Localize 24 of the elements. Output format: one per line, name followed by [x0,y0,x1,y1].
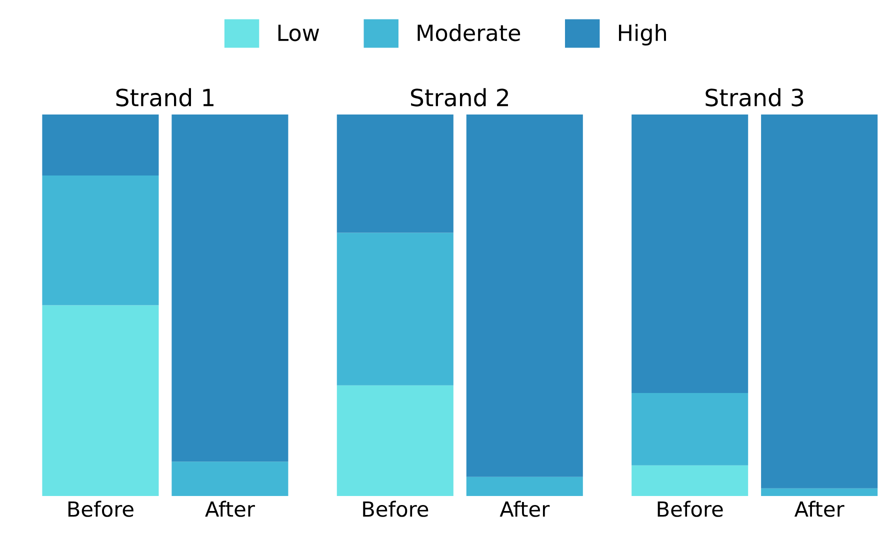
x-tick-label: Before [658,500,723,517]
legend-label: High [618,24,666,46]
bar [632,114,748,393]
bar [761,488,878,496]
x-tick-label: Before [363,500,428,517]
bar [336,385,454,496]
bar [42,305,159,496]
bar [42,114,159,176]
legend-label: Low [278,24,320,42]
bar [336,232,454,386]
bar [172,462,288,496]
bar [632,392,748,466]
bar [336,114,454,233]
chart-title: Strand 3 [706,88,804,106]
x-tick-label: Before [68,500,134,517]
chart-title: Strand 2 [411,88,508,106]
bar [466,476,583,496]
bar [42,175,159,306]
bar [632,465,748,496]
x-tick-label: After [500,500,550,517]
chart-title: Strand 1 [116,88,214,106]
x-tick-label: After [794,500,844,517]
x-tick-label: After [205,500,255,517]
legend-label: Moderate [418,24,520,42]
